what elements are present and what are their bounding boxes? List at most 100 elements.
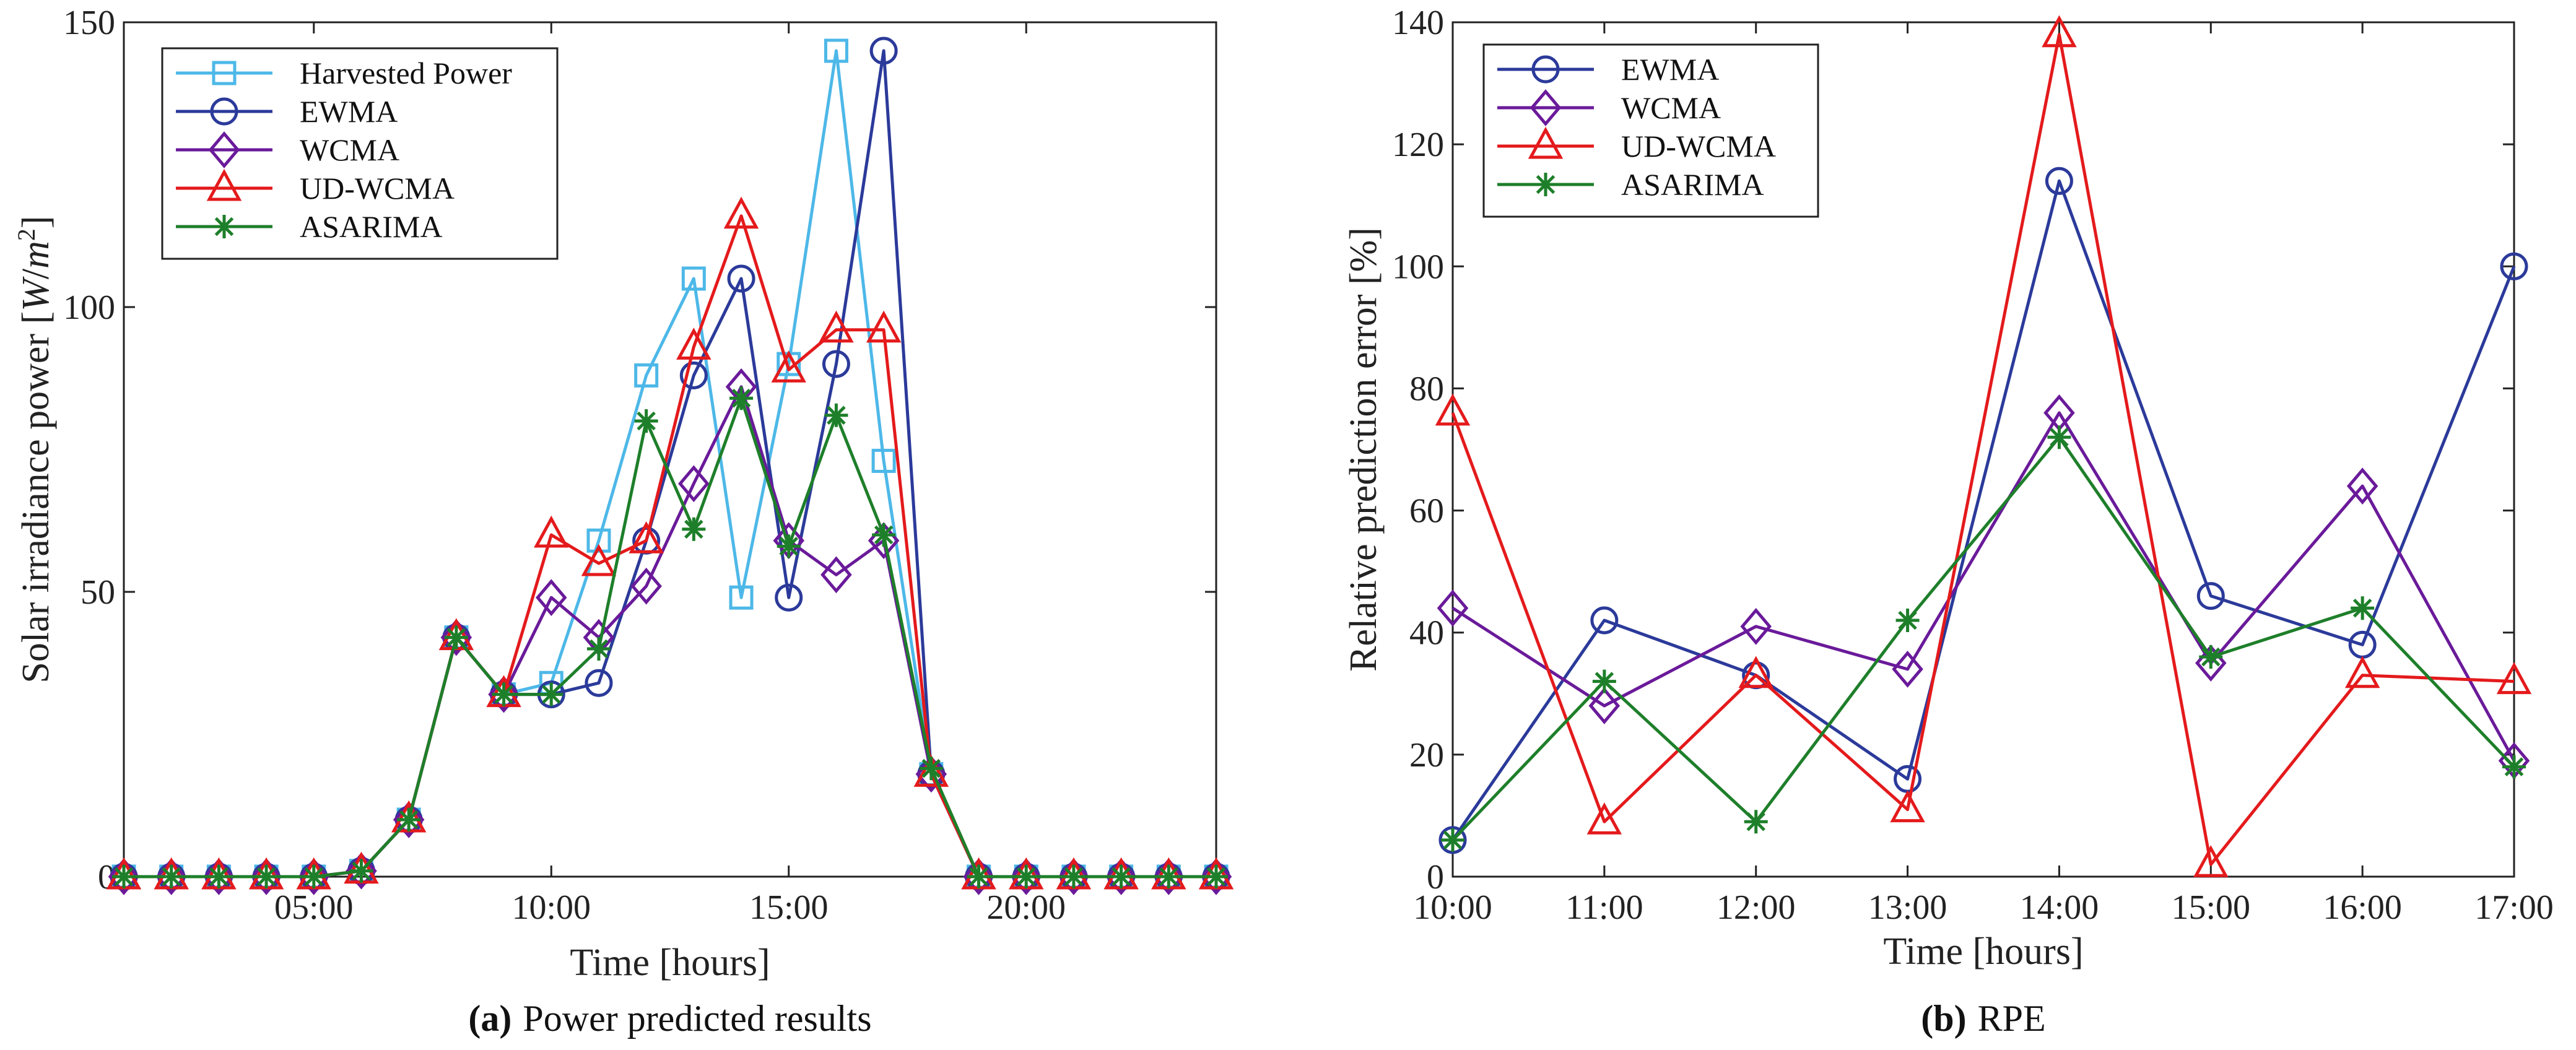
data-point-ud-wcma — [581, 544, 617, 576]
legend-item-asarima: ASARIMA — [1497, 167, 1764, 202]
x-tick-label: 13:00 — [1868, 888, 1947, 927]
y-tick-label: 80 — [1409, 370, 1444, 408]
caption-b: (b) RPE — [1921, 998, 2045, 1039]
x-tick-label: 14:00 — [2020, 888, 2099, 927]
data-point-ud-wcma — [1586, 802, 1622, 835]
data-point-wcma — [630, 567, 662, 605]
x-tick-label: 15:00 — [749, 888, 829, 927]
data-point-ewma — [775, 583, 803, 612]
data-point-wcma — [1892, 650, 1923, 688]
x-tick-label: 10:00 — [1413, 888, 1492, 927]
data-point-ud-wcma — [2193, 845, 2229, 877]
data-point-asarima — [824, 403, 848, 427]
legend-marker-ewma — [210, 97, 238, 126]
data-point-ud-wcma — [723, 196, 759, 229]
data-point-ewma — [822, 350, 850, 378]
series-ud-wcma — [1435, 15, 2532, 877]
data-point-ud-wcma — [913, 755, 949, 787]
data-point-wcma — [250, 858, 282, 895]
series-ud-wcma — [106, 196, 1234, 890]
data-point-asarima — [586, 637, 611, 661]
legend-label: EWMA — [300, 94, 398, 129]
legend-item-asarima: ASARIMA — [176, 209, 443, 244]
x-tick-label: 15:00 — [2172, 888, 2251, 927]
y-tick-label: 150 — [63, 4, 115, 42]
legend-marker-asarima — [212, 215, 236, 238]
legend-label: WCMA — [1621, 90, 1721, 125]
series-line-ud-wcma — [1451, 33, 2515, 866]
data-point-asarima — [302, 865, 326, 888]
legend-label: UD-WCMA — [300, 171, 455, 206]
data-point-ewma — [869, 37, 898, 65]
legend-label: Harvested Power — [300, 56, 512, 90]
ticks-b: 10:00 11:00 12:00 13:00 14:00 15:00 16:00 17:00… — [1392, 4, 2554, 927]
data-point-wcma — [203, 858, 235, 895]
data-point-ud-wcma — [676, 328, 711, 360]
data-point-asarima — [444, 625, 468, 649]
y-tick-label: 0 — [1427, 858, 1444, 896]
series-ewma — [1438, 167, 2528, 854]
series-line-ud-wcma — [124, 214, 1216, 879]
series-line-asarima — [124, 396, 1216, 879]
data-point-harvested-power — [729, 585, 754, 610]
legend-item-wcma: WCMA — [176, 131, 399, 168]
data-point-wcma — [820, 556, 852, 594]
y-tick-label: 40 — [1409, 614, 1444, 653]
data-point-ud-wcma — [1890, 790, 1925, 823]
data-point-asarima — [1204, 865, 1228, 888]
data-point-asarima — [1014, 865, 1038, 888]
data-point-wcma — [1105, 858, 1137, 895]
data-point-wcma — [1200, 858, 1232, 895]
y-tick-label: 50 — [80, 573, 115, 612]
data-point-asarima — [112, 865, 136, 888]
series-line-wcma — [1451, 411, 2516, 761]
y-tick-label: 120 — [1392, 126, 1444, 164]
plot-area-a — [123, 21, 1217, 878]
data-point-ud-wcma — [2042, 15, 2077, 48]
data-point-wcma — [440, 618, 472, 656]
data-point-wcma — [155, 858, 187, 895]
data-point-ud-wcma — [819, 310, 854, 343]
data-point-asarima — [729, 386, 754, 410]
data-point-asarima — [1109, 865, 1133, 888]
x-tick-label: 16:00 — [2323, 888, 2402, 927]
legend-label: ASARIMA — [300, 209, 443, 244]
y-axis-label-b: Relative prediction error [%] — [1342, 227, 1385, 672]
data-point-wcma — [2346, 467, 2378, 505]
data-point-ud-wcma — [534, 515, 569, 548]
caption-a: (a) Power predicted results — [468, 998, 871, 1039]
series-a — [106, 37, 1234, 895]
legend-marker-ewma — [1531, 55, 1560, 84]
x-axis-label-a: Time [hours] — [570, 942, 770, 984]
plot-area-b — [1451, 21, 2515, 878]
legend-label: UD-WCMA — [1621, 129, 1776, 163]
data-point-wcma — [298, 858, 330, 895]
data-point-harvested-power — [634, 363, 659, 388]
data-point-asarima — [919, 757, 943, 781]
data-point-asarima — [255, 865, 279, 888]
data-point-ud-wcma — [1435, 393, 1471, 426]
data-point-harvested-power — [824, 38, 848, 63]
data-point-asarima — [1895, 609, 1920, 632]
y-tick-label: 100 — [63, 289, 115, 327]
legend-marker-asarima — [1534, 173, 1557, 196]
series-b — [1435, 15, 2532, 877]
data-point-asarima — [1061, 865, 1086, 888]
data-point-wcma — [535, 579, 567, 617]
data-point-asarima — [682, 517, 706, 541]
data-point-asarima — [2502, 755, 2526, 779]
data-point-ud-wcma — [771, 350, 806, 383]
y-tick-label: 60 — [1409, 492, 1444, 531]
data-point-ewma — [2045, 167, 2073, 195]
legend-marker-harvested-power — [212, 61, 237, 85]
legend-label: EWMA — [1621, 52, 1719, 87]
data-point-asarima — [1441, 828, 1464, 852]
data-point-wcma — [488, 675, 520, 713]
data-point-ewma — [2500, 252, 2528, 280]
data-point-asarima — [1157, 865, 1181, 888]
data-point-ewma — [727, 264, 755, 293]
data-point-wcma — [1588, 687, 1621, 724]
legend-marker-wcma — [208, 131, 240, 168]
